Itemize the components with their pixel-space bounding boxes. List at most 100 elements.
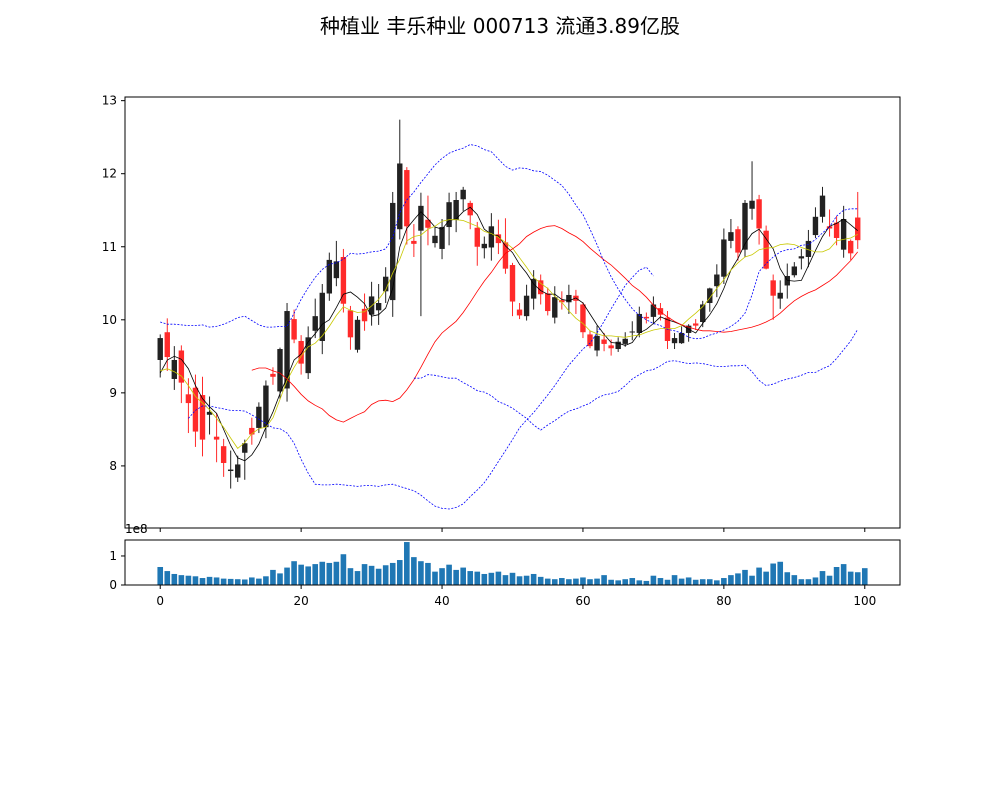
volume-bar bbox=[566, 579, 572, 585]
volume-bar bbox=[284, 568, 290, 585]
candle-body bbox=[277, 349, 282, 391]
candle-body bbox=[742, 203, 747, 250]
volume-bar bbox=[735, 573, 741, 585]
candle-body bbox=[608, 345, 613, 348]
candle-body bbox=[439, 227, 444, 249]
x-tick-label: 20 bbox=[293, 594, 308, 608]
candle-body bbox=[193, 388, 198, 432]
volume-bar bbox=[615, 580, 621, 585]
volume-bar bbox=[813, 577, 819, 585]
volume-bar bbox=[489, 573, 495, 585]
volume-bar bbox=[792, 575, 798, 585]
candle-body bbox=[291, 319, 296, 339]
volume-bar bbox=[862, 568, 868, 585]
x-tick-label: 0 bbox=[156, 594, 164, 608]
volume-bar bbox=[770, 564, 776, 585]
candle-body bbox=[172, 360, 177, 379]
candle-body bbox=[623, 339, 628, 344]
volume-bar bbox=[242, 579, 248, 585]
volume-bar bbox=[651, 576, 657, 585]
candle-body bbox=[693, 323, 698, 325]
candle-body bbox=[242, 443, 247, 452]
candle-body bbox=[313, 316, 318, 331]
volume-bar bbox=[777, 562, 783, 585]
volume-bar bbox=[594, 579, 600, 585]
price-y-axis: 8910111213 bbox=[102, 94, 125, 473]
y-tick-label: 8 bbox=[109, 459, 117, 473]
volume-bar bbox=[841, 564, 847, 585]
volume-bar bbox=[524, 576, 530, 585]
volume-bar bbox=[742, 570, 748, 585]
volume-bar bbox=[827, 576, 833, 585]
y-tick-label: 1 bbox=[109, 549, 117, 563]
x-tick-label: 60 bbox=[575, 594, 590, 608]
volume-bar bbox=[763, 572, 769, 585]
volume-bar bbox=[404, 542, 410, 585]
volume-bar bbox=[193, 576, 199, 585]
candle-body bbox=[834, 223, 839, 238]
volume-bar bbox=[439, 568, 445, 585]
candle-body bbox=[475, 228, 480, 247]
candle-body bbox=[158, 338, 163, 360]
candle-body bbox=[390, 203, 395, 300]
volume-bar bbox=[756, 568, 762, 585]
candle-body bbox=[263, 386, 268, 428]
volume-bar bbox=[228, 579, 234, 585]
volume-bar bbox=[721, 578, 727, 585]
volume-bar bbox=[749, 576, 755, 585]
volume-bar bbox=[679, 579, 685, 585]
candle-body bbox=[820, 196, 825, 217]
candle-body bbox=[749, 201, 754, 209]
volume-bar bbox=[644, 581, 650, 585]
y-tick-label: 12 bbox=[102, 167, 117, 181]
volume-bar bbox=[298, 565, 304, 585]
y-tick-label: 11 bbox=[102, 240, 117, 254]
candle-body bbox=[651, 304, 656, 316]
volume-bar bbox=[510, 573, 516, 585]
volume-bar bbox=[291, 561, 297, 585]
candle-body bbox=[432, 236, 437, 243]
y-tick-label: 9 bbox=[109, 386, 117, 400]
volume-bar bbox=[235, 579, 241, 585]
candle-body bbox=[165, 332, 170, 357]
volume-bar bbox=[714, 580, 720, 585]
volume-bar bbox=[376, 569, 382, 585]
volume-bar bbox=[312, 564, 318, 585]
x-tick-label: 80 bbox=[716, 594, 731, 608]
candle-body bbox=[235, 464, 240, 477]
volume-bar bbox=[728, 575, 734, 585]
candle-body bbox=[848, 241, 853, 253]
candle-body bbox=[637, 314, 642, 333]
volume-bar bbox=[164, 571, 170, 585]
candle-body bbox=[334, 261, 339, 278]
candle-body bbox=[728, 232, 733, 241]
candle-body bbox=[510, 265, 515, 302]
candle-body bbox=[397, 163, 402, 229]
candle-body bbox=[327, 260, 332, 294]
volume-bar bbox=[580, 577, 586, 585]
volume-bar bbox=[855, 572, 861, 585]
volume-bar bbox=[319, 562, 325, 585]
candle-body bbox=[538, 280, 543, 294]
candle-body bbox=[644, 317, 649, 318]
candle-body bbox=[545, 294, 550, 312]
candle-body bbox=[792, 266, 797, 275]
candle-body bbox=[630, 331, 635, 332]
volume-bar bbox=[172, 574, 178, 585]
volume-bar bbox=[270, 570, 276, 585]
boll-lower-tail-line bbox=[414, 329, 858, 430]
volume-bar bbox=[820, 571, 826, 585]
x-tick-label: 40 bbox=[434, 594, 449, 608]
volume-bar bbox=[665, 580, 671, 585]
candle-body bbox=[221, 446, 226, 463]
volume-bar bbox=[573, 579, 579, 585]
volume-bar bbox=[629, 578, 635, 585]
volume-bar bbox=[179, 575, 185, 585]
volume-bar bbox=[186, 576, 192, 585]
volume-bar bbox=[425, 563, 431, 585]
volume-bar bbox=[305, 566, 311, 585]
volume-bar bbox=[432, 572, 438, 585]
volume-bar bbox=[806, 579, 812, 585]
candle-body bbox=[552, 297, 557, 317]
volume-bar bbox=[256, 579, 262, 585]
